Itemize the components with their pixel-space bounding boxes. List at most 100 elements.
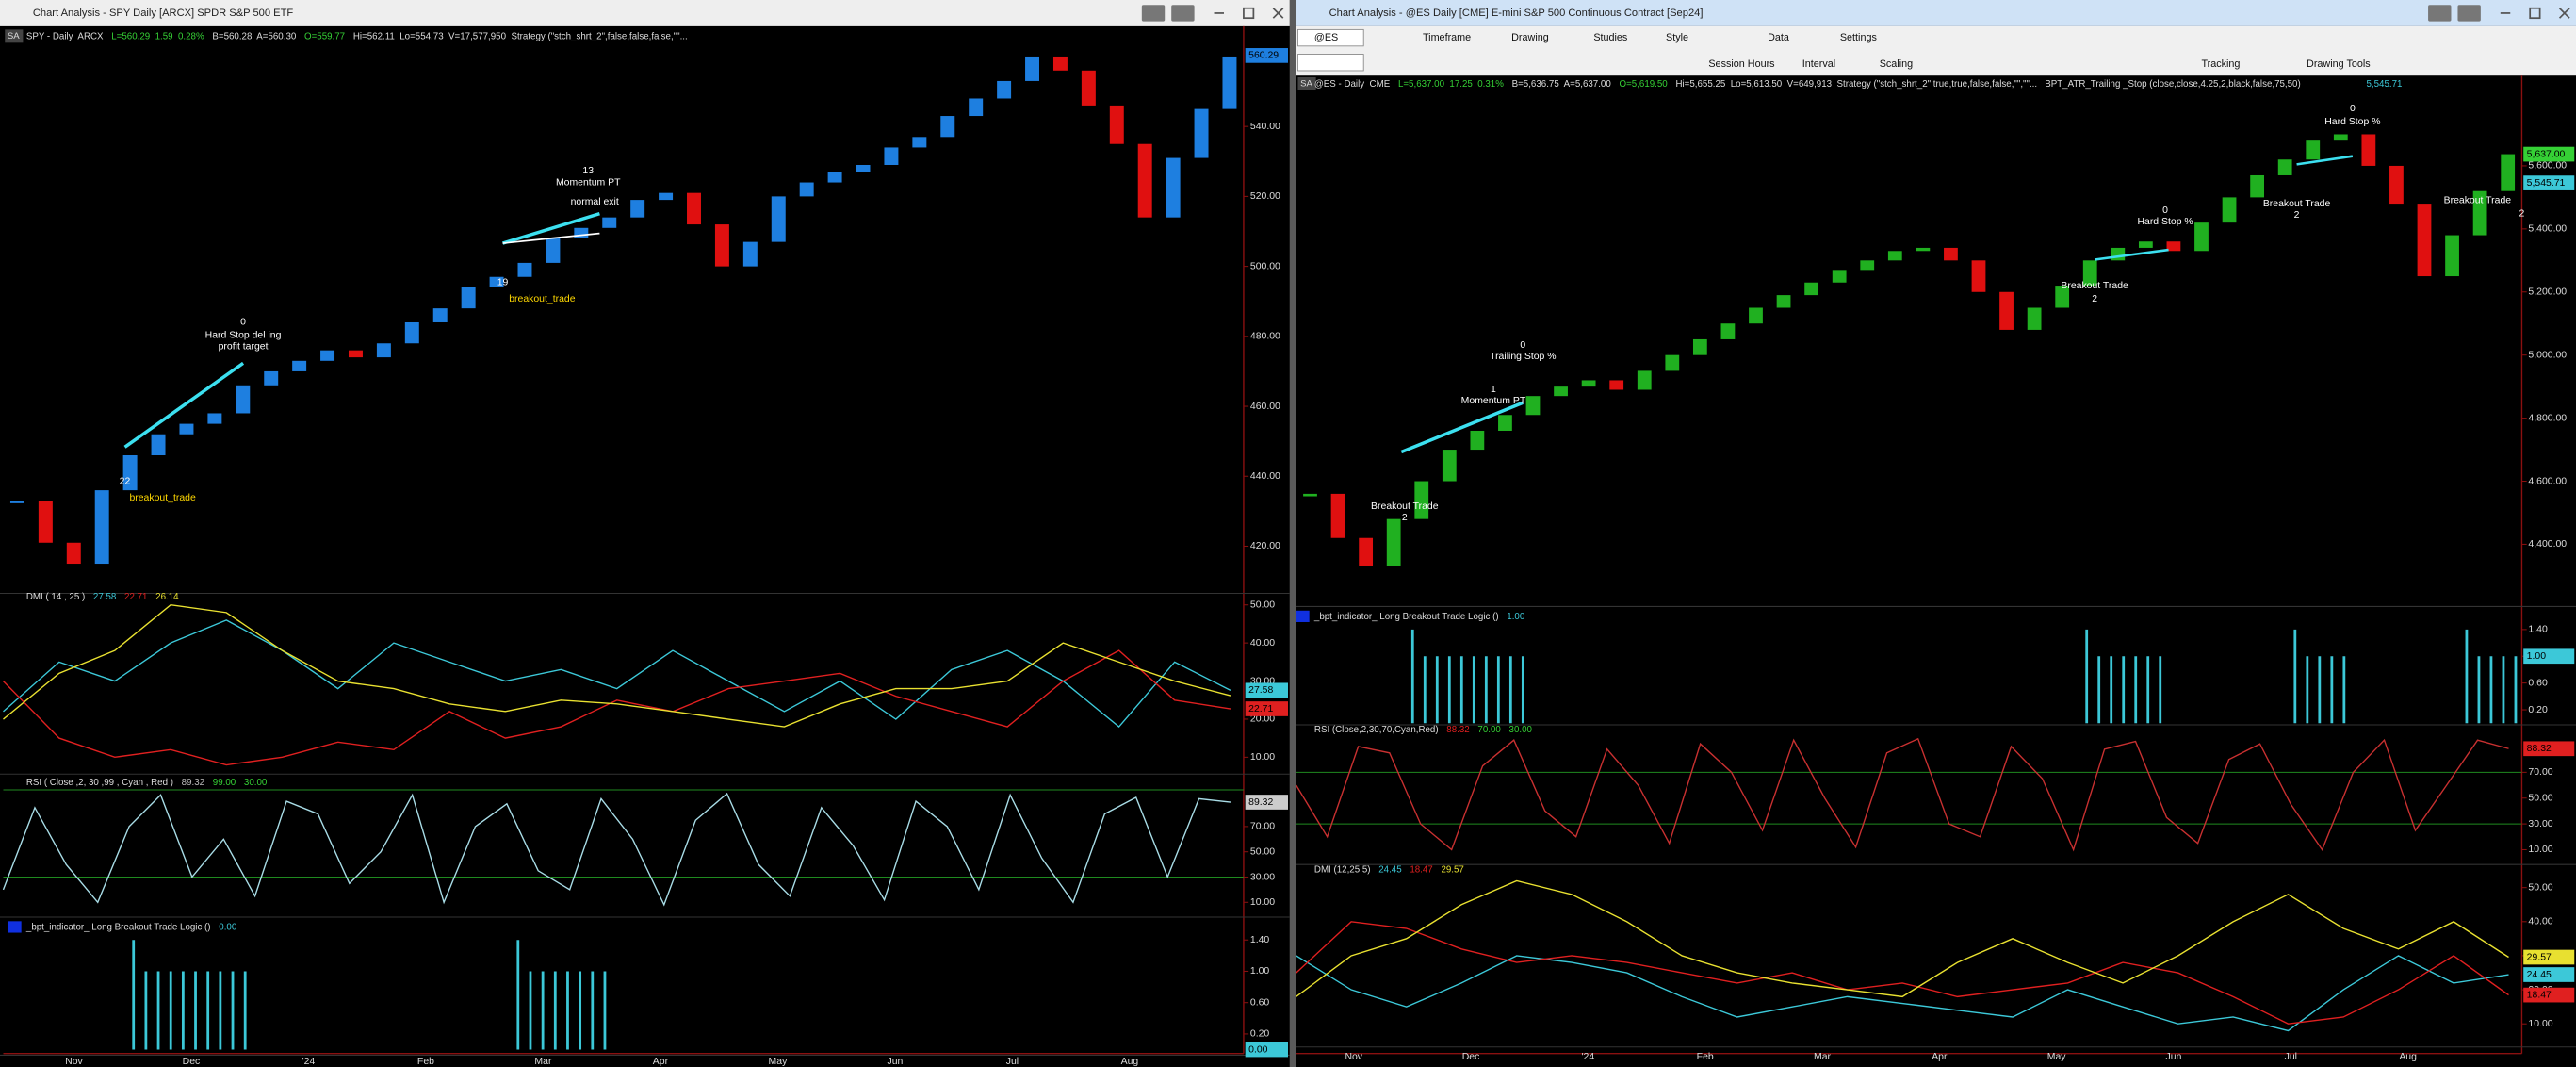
candle bbox=[546, 238, 561, 263]
panel-header: @ES - Daily CME L=5,637.00 17.25 0.31% B=5… bbox=[1314, 79, 2403, 90]
annotation: breakout_trade bbox=[509, 294, 576, 304]
y-tick-label: 10.00 bbox=[2528, 845, 2552, 855]
study-icon bbox=[8, 921, 22, 933]
candle bbox=[2445, 235, 2459, 277]
toolbar-item[interactable]: Drawing bbox=[1511, 32, 1549, 43]
x-tick-label: Feb bbox=[417, 1057, 434, 1067]
indicator-line bbox=[3, 603, 1231, 728]
candle bbox=[1554, 386, 1568, 397]
x-tick-label: '24 bbox=[1582, 1052, 1595, 1062]
candle bbox=[2333, 134, 2348, 141]
indicator-line bbox=[1296, 737, 2509, 852]
candle bbox=[997, 80, 1012, 99]
candle bbox=[2250, 174, 2265, 198]
candle bbox=[1581, 380, 1596, 387]
header-part: Hi=5,655.25 Lo=5,613.50 V=649,913 Strate… bbox=[1675, 79, 2300, 90]
candle bbox=[630, 200, 645, 218]
annotation: 2 bbox=[2092, 294, 2097, 304]
x-tick-label: Dec bbox=[1462, 1052, 1480, 1062]
x-tick-label: Nov bbox=[65, 1057, 83, 1067]
last-value-label: 0.00 bbox=[1248, 1044, 1268, 1055]
title-button[interactable] bbox=[1171, 5, 1195, 22]
toolbar-item[interactable]: Scaling bbox=[1880, 58, 1913, 70]
last-value-box bbox=[2523, 949, 2575, 965]
x-tick-label: Mar bbox=[1814, 1052, 1832, 1062]
y-tick-label: 5,000.00 bbox=[2528, 350, 2567, 360]
window-divider bbox=[1289, 0, 1296, 1067]
panel-header: _bpt_indicator_ Long Breakout Trade Logi… bbox=[1313, 611, 1525, 621]
candle bbox=[1194, 108, 1209, 158]
candle bbox=[1749, 307, 1763, 324]
close-button[interactable] bbox=[1272, 8, 1284, 19]
annotation: Breakout Trade bbox=[2444, 195, 2512, 205]
maximize-button[interactable] bbox=[2529, 7, 2541, 20]
title-bar bbox=[0, 0, 1290, 26]
header-part: 99.00 bbox=[213, 778, 236, 788]
interval-box[interactable] bbox=[1297, 54, 1364, 72]
toolbar-item[interactable]: Studies bbox=[1593, 32, 1628, 43]
toolbar-item[interactable]: Tracking bbox=[2201, 58, 2240, 70]
annotation: Hard Stop % bbox=[2137, 217, 2193, 227]
title-button[interactable] bbox=[2428, 5, 2452, 22]
title-bar bbox=[1296, 0, 2576, 26]
candle bbox=[1166, 157, 1181, 218]
maximize-button[interactable] bbox=[1243, 7, 1255, 20]
y-tick-label: 500.00 bbox=[1250, 261, 1280, 271]
candle bbox=[1137, 143, 1152, 218]
header-part: 18.47 bbox=[1410, 864, 1432, 875]
candle bbox=[432, 308, 448, 322]
toolbar-item[interactable]: @ES bbox=[1314, 32, 1338, 43]
candle bbox=[2361, 134, 2376, 166]
header-part: 24.45 bbox=[1378, 864, 1402, 875]
y-tick-label: 4,600.00 bbox=[2528, 476, 2567, 486]
indicator-line bbox=[2, 792, 1231, 907]
toolbar-item[interactable]: Style bbox=[1666, 32, 1688, 43]
window-title: Chart Analysis - @ES Daily [CME] E-mini … bbox=[1329, 8, 1704, 19]
candle bbox=[687, 192, 701, 225]
candle bbox=[2138, 241, 2153, 248]
annotation: breakout_trade bbox=[129, 493, 196, 503]
candle bbox=[742, 241, 758, 267]
indicator-line bbox=[1296, 879, 2509, 998]
y-tick-label: 50.00 bbox=[1250, 599, 1275, 610]
y-tick-label: 40.00 bbox=[2528, 917, 2552, 927]
toolbar-item[interactable]: Interval bbox=[1802, 58, 1835, 70]
candle bbox=[1860, 260, 1875, 271]
annotation: Trailing Stop % bbox=[1490, 352, 1556, 362]
x-tick-label: Aug bbox=[2399, 1052, 2417, 1062]
trade-line bbox=[2296, 155, 2354, 166]
title-button[interactable] bbox=[1141, 5, 1166, 22]
last-value-box bbox=[2523, 146, 2575, 162]
y-tick-label: 5,200.00 bbox=[2528, 287, 2567, 298]
y-tick-label: 50.00 bbox=[2528, 793, 2552, 803]
close-button[interactable] bbox=[2558, 8, 2570, 19]
indicator-line bbox=[1296, 955, 2509, 1032]
header-part: 29.57 bbox=[1441, 864, 1463, 875]
candle bbox=[1804, 282, 1819, 296]
candle bbox=[1303, 493, 1317, 497]
y-tick-label: 1.40 bbox=[2528, 625, 2548, 635]
toolbar-item[interactable]: Data bbox=[1768, 32, 1789, 43]
toolbar-item[interactable]: Settings bbox=[1840, 32, 1878, 43]
x-tick-label: May bbox=[2047, 1052, 2067, 1062]
candle bbox=[404, 321, 419, 344]
indicator-line bbox=[1296, 921, 2509, 1025]
y-tick-label: 5,400.00 bbox=[2528, 224, 2567, 235]
sa-box bbox=[1297, 76, 1316, 90]
candle bbox=[1971, 260, 1986, 292]
x-tick-label: Jul bbox=[2285, 1052, 2297, 1062]
y-tick-label: 0.60 bbox=[1250, 997, 1270, 1008]
annotation: 1 bbox=[1491, 385, 1496, 395]
header-part: L=560.29 1.59 0.28% bbox=[111, 31, 204, 41]
annotation: profit target bbox=[219, 342, 269, 353]
candle bbox=[659, 192, 674, 201]
toolbar-item[interactable]: Session Hours bbox=[1708, 58, 1775, 70]
header-part: _bpt_indicator_ Long Breakout Trade Logi… bbox=[1313, 611, 1499, 621]
toolbar-item[interactable]: Drawing Tools bbox=[2307, 58, 2371, 70]
last-value-box bbox=[1245, 682, 1288, 698]
symbol-box[interactable] bbox=[1297, 28, 1364, 47]
annotation: 13 bbox=[582, 166, 594, 176]
candle bbox=[1330, 493, 1345, 538]
toolbar-item[interactable]: Timeframe bbox=[1423, 32, 1471, 43]
title-button[interactable] bbox=[2457, 5, 2481, 22]
